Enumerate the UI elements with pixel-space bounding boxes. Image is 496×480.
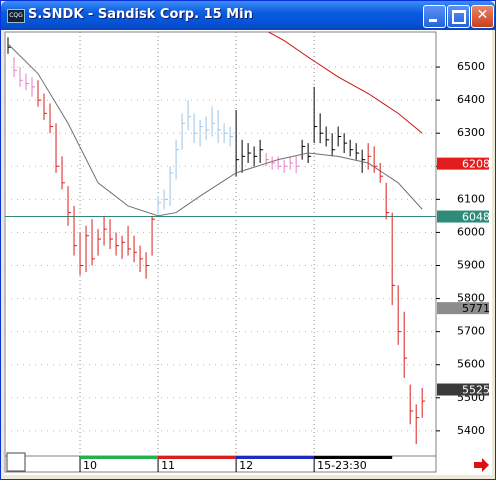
x-tick-label: 15-23:30 xyxy=(317,459,367,472)
close-button[interactable]: ✕ xyxy=(471,5,494,28)
session-band xyxy=(158,456,237,459)
moving-average xyxy=(7,43,423,217)
minimize-button[interactable] xyxy=(423,5,446,28)
y-tick-label: 5700 xyxy=(457,325,485,338)
x-tick-label: 11 xyxy=(161,459,175,472)
y-tick-label: 5400 xyxy=(457,424,485,437)
plot-layer xyxy=(5,32,436,455)
y-tick-label: 5800 xyxy=(457,292,485,305)
price-marker xyxy=(437,302,489,315)
price-marker xyxy=(437,210,489,223)
session-band xyxy=(236,456,315,459)
scroll-arrow[interactable] xyxy=(474,458,489,472)
title-bar: CQG S.SNDK - Sandisk Corp. 15 Min ✕ xyxy=(1,1,495,30)
moving-average xyxy=(267,32,423,134)
app-icon: CQG xyxy=(7,9,25,23)
session-band xyxy=(314,456,393,459)
price-marker-label: 6048 xyxy=(462,211,490,224)
x-tick-label: 10 xyxy=(83,459,97,472)
y-tick-label: 5900 xyxy=(457,258,485,271)
window-title: S.SNDK - Sandisk Corp. 15 Min xyxy=(28,7,253,22)
y-tick-label: 6100 xyxy=(457,192,485,205)
session-band xyxy=(80,456,159,459)
y-tick-label: 6000 xyxy=(457,225,485,238)
y-tick-label: 5600 xyxy=(457,358,485,371)
y-tick-label: 6500 xyxy=(457,60,485,73)
price-marker xyxy=(437,383,489,396)
x-tick-label: 12 xyxy=(239,459,253,472)
price-marker xyxy=(437,157,489,170)
price-marker-label: 5771 xyxy=(462,302,490,315)
y-tick-label: 6300 xyxy=(457,126,485,139)
plot-area xyxy=(4,31,437,457)
corner-box[interactable] xyxy=(6,452,26,472)
maximize-button[interactable] xyxy=(447,5,470,28)
price-marker-label: 5525 xyxy=(462,384,490,397)
y-tick-label: 6400 xyxy=(457,93,485,106)
price-marker-label: 6208 xyxy=(462,158,490,171)
